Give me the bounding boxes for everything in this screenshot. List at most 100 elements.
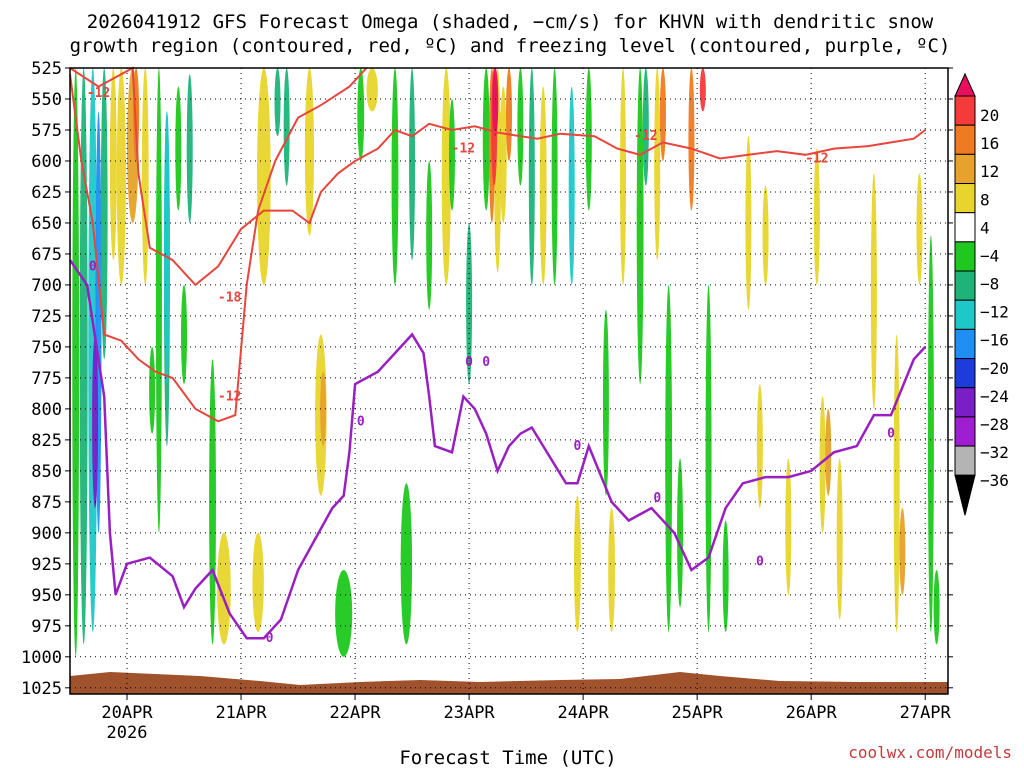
red-contour-label: -12 bbox=[87, 86, 110, 101]
omega-blob bbox=[785, 458, 792, 595]
omega-blob bbox=[825, 408, 832, 496]
purple-contour-label: 0 bbox=[653, 491, 661, 506]
y-tick-label: 1000 bbox=[21, 648, 62, 668]
purple-contour-label: 0 bbox=[574, 439, 582, 454]
colorbar-label: 12 bbox=[980, 162, 999, 181]
y-tick-label: 725 bbox=[31, 307, 62, 327]
y-tick-label: 700 bbox=[31, 276, 62, 296]
omega-blob bbox=[357, 68, 365, 161]
x-tick-year: 2026 bbox=[107, 723, 148, 743]
x-tick-label: 26APR bbox=[786, 703, 838, 723]
omega-blob bbox=[551, 68, 558, 285]
omega-blob bbox=[400, 483, 413, 645]
colorbar-label: −16 bbox=[980, 331, 1009, 350]
omega-blob bbox=[79, 68, 88, 645]
omega-blob bbox=[916, 173, 923, 285]
omega-blob bbox=[602, 309, 609, 496]
colorbar-segment bbox=[954, 183, 976, 214]
colorbar-segment bbox=[954, 387, 976, 418]
colorbar-segment bbox=[954, 124, 976, 155]
colorbar-label: −36 bbox=[980, 471, 1009, 490]
purple-contour-label: 0 bbox=[887, 427, 895, 442]
omega-blob bbox=[573, 495, 581, 633]
y-tick-label: 550 bbox=[31, 90, 62, 110]
colorbar-segment bbox=[954, 328, 976, 360]
omega-blob bbox=[155, 68, 162, 533]
red-contour-label: -12 bbox=[452, 142, 475, 157]
omega-blob bbox=[585, 68, 592, 211]
colorbar-label: −20 bbox=[980, 359, 1009, 378]
x-tick-label: 23APR bbox=[443, 703, 495, 723]
minus18-contour-line bbox=[69, 67, 368, 423]
omega-blob bbox=[492, 68, 499, 137]
omega-blob bbox=[252, 532, 264, 633]
colorbar-segment bbox=[954, 416, 976, 447]
omega-blob bbox=[426, 160, 433, 310]
omega-blob bbox=[659, 68, 666, 161]
colorbar-segment bbox=[954, 358, 976, 389]
omega-blob bbox=[257, 68, 271, 285]
y-axis-pressure: 525 550 575 600 625 650 675 700 725 750 775 800 825 8… bbox=[21, 59, 953, 699]
y-tick-label: 825 bbox=[31, 431, 62, 451]
omega-blob bbox=[568, 86, 575, 285]
y-tick-label: 925 bbox=[31, 555, 62, 575]
omega-blob bbox=[893, 334, 900, 633]
credit-text: coolwx.com/models bbox=[848, 743, 1012, 762]
omega-blob bbox=[517, 68, 524, 186]
x-tick-label: 21APR bbox=[215, 703, 267, 723]
colorbar-top-arrow bbox=[954, 72, 976, 97]
colorbar-label: 8 bbox=[980, 190, 990, 209]
omega-blob bbox=[149, 346, 156, 434]
omega-blob bbox=[217, 532, 231, 645]
omega-blob bbox=[836, 458, 843, 620]
omega-blob bbox=[283, 68, 290, 186]
omega-blob bbox=[870, 173, 877, 409]
omega-shading bbox=[72, 68, 940, 657]
chart-title-line2: growth region (contoured, red, ºC) and f… bbox=[70, 35, 951, 57]
colorbar-label: −12 bbox=[980, 303, 1009, 322]
red-contour-label: -12 bbox=[634, 129, 657, 144]
omega-blob bbox=[927, 235, 934, 633]
omega-blob bbox=[688, 68, 695, 211]
omega-blob bbox=[335, 570, 353, 657]
colorbar-label: −8 bbox=[980, 275, 999, 294]
purple-contour-label: 0 bbox=[465, 355, 473, 370]
omega-blob bbox=[175, 86, 182, 211]
omega-blob bbox=[109, 68, 117, 261]
omega-blob bbox=[391, 68, 399, 285]
omega-blob bbox=[899, 508, 906, 595]
omega-blob bbox=[636, 68, 644, 385]
freezing-level-line bbox=[68, 259, 927, 640]
colorbar-segment bbox=[954, 212, 976, 243]
colorbar-segment bbox=[954, 445, 976, 476]
omega-blob bbox=[366, 68, 378, 112]
omega-blob bbox=[141, 68, 149, 285]
colorbar-label: −4 bbox=[980, 246, 999, 265]
y-tick-label: 625 bbox=[31, 183, 62, 203]
omega-blob bbox=[539, 86, 547, 285]
red-contour-label: -12 bbox=[805, 151, 828, 166]
x-axis-title: Forecast Time (UTC) bbox=[399, 747, 616, 768]
omega-blob bbox=[745, 136, 752, 310]
omega-blob bbox=[705, 284, 712, 633]
omega-blob bbox=[699, 68, 706, 112]
colorbar-segment bbox=[954, 270, 976, 301]
y-tick-label: 600 bbox=[31, 152, 62, 172]
plot-area bbox=[70, 68, 948, 694]
omega-blob bbox=[482, 68, 490, 211]
x-tick-label: 20APR bbox=[101, 703, 153, 723]
omega-blob bbox=[665, 284, 673, 633]
omega-blob bbox=[274, 68, 281, 137]
omega-blob bbox=[762, 185, 769, 285]
colorbar-segment bbox=[954, 95, 976, 126]
omega-blob bbox=[448, 98, 455, 211]
omega-blob bbox=[654, 68, 661, 261]
x-tick-label: 22APR bbox=[329, 703, 381, 723]
colorbar-label: 16 bbox=[980, 134, 999, 153]
y-tick-label: 850 bbox=[31, 462, 62, 482]
x-tick-label: 25APR bbox=[672, 703, 724, 723]
omega-blob bbox=[116, 68, 126, 285]
omega-blob bbox=[92, 334, 99, 509]
